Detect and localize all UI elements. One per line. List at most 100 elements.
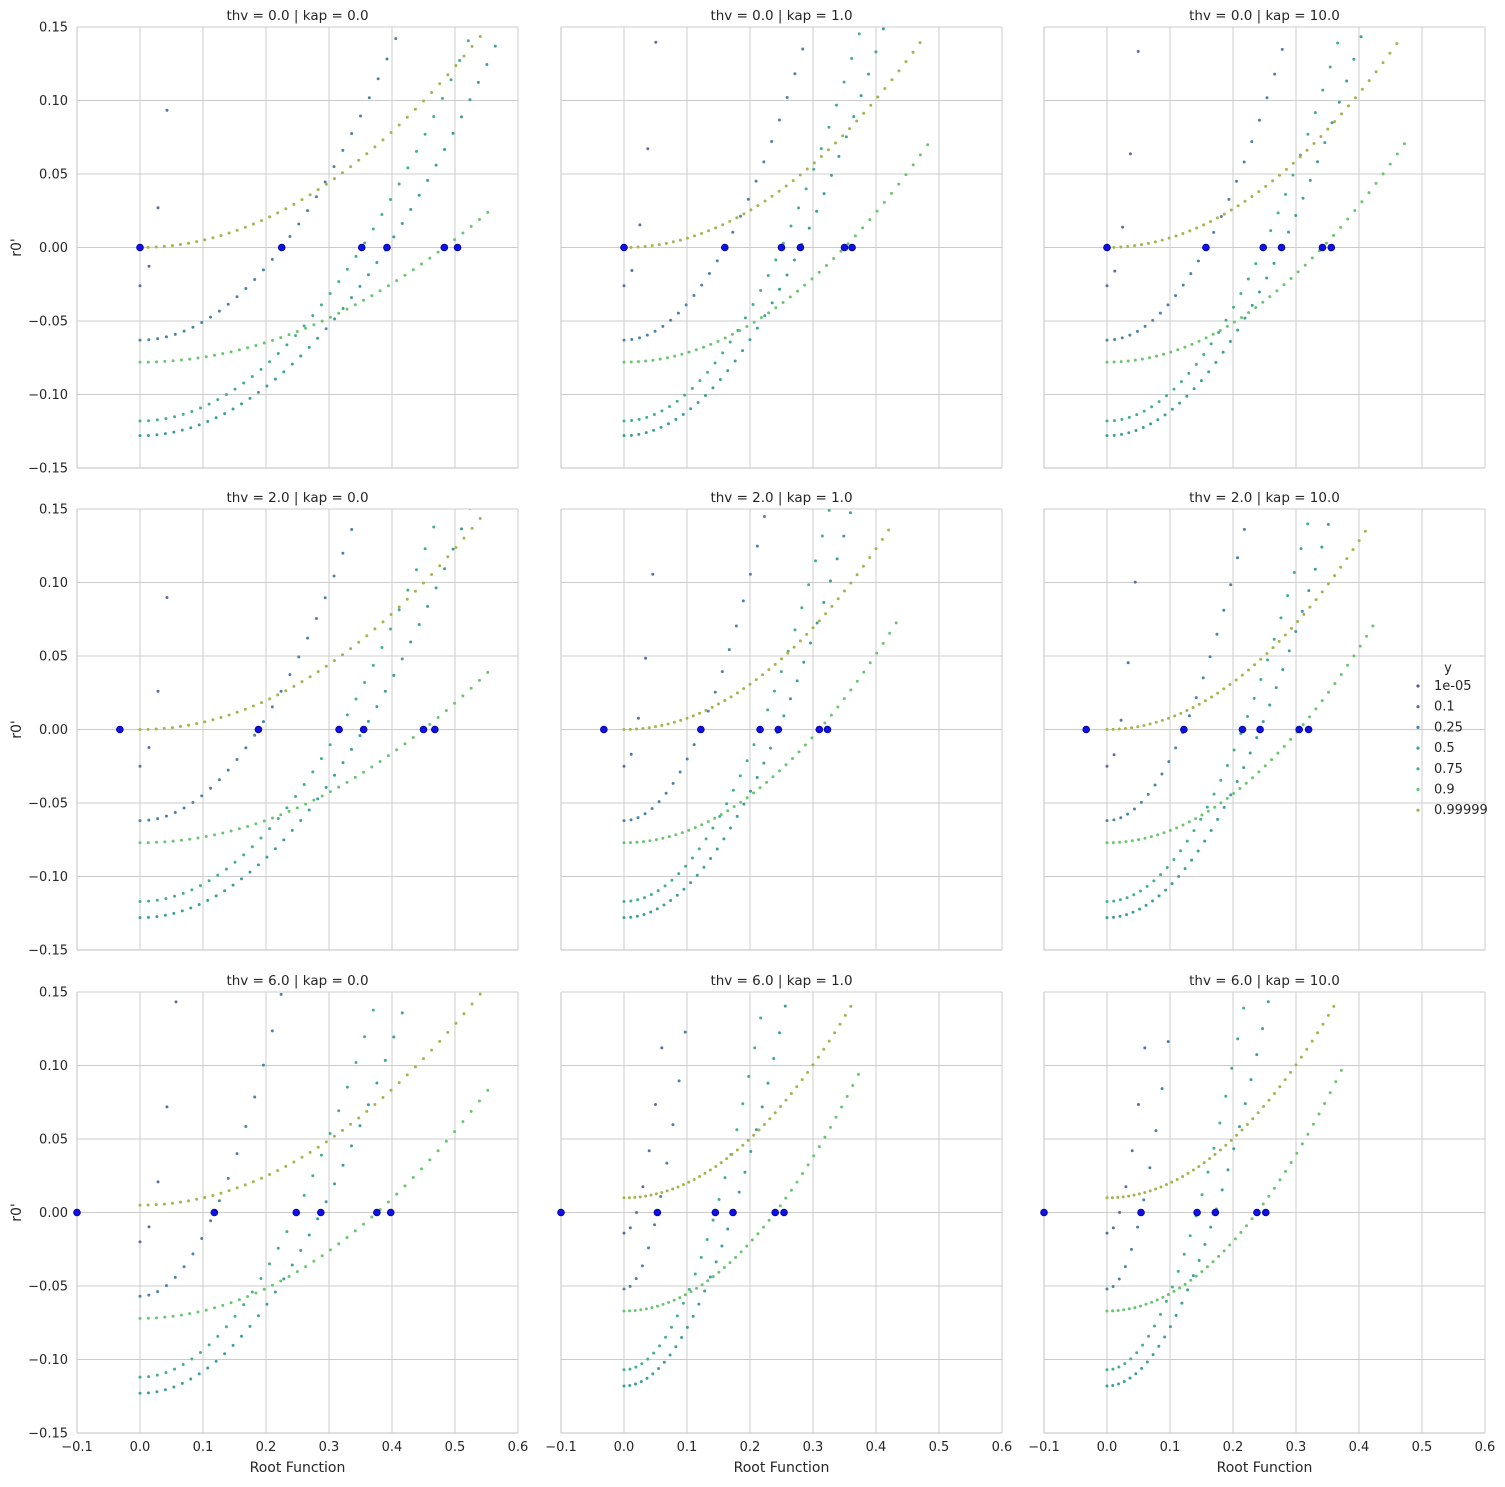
series-point (182, 329, 186, 333)
series-point (1336, 41, 1340, 45)
series-point (665, 1189, 669, 1193)
series-point (636, 816, 640, 820)
series-point (761, 673, 765, 677)
series-point (636, 245, 640, 249)
series-point (341, 653, 344, 657)
series-point (453, 238, 457, 242)
series-point (628, 1309, 632, 1313)
series-point (1308, 715, 1312, 719)
series-point (1167, 236, 1171, 240)
series-point (697, 1302, 701, 1306)
y-tick-label: −0.05 (28, 315, 68, 330)
series-point (1299, 547, 1303, 551)
y-tick-label: −0.05 (28, 797, 68, 812)
series-point (285, 806, 289, 810)
series-point (767, 311, 771, 315)
series-point (1148, 1166, 1152, 1170)
y-tick-label: 0.10 (39, 576, 68, 591)
series-point (320, 794, 324, 798)
series-point (389, 1088, 393, 1092)
root-point (1318, 243, 1327, 252)
series-point (196, 356, 200, 360)
series-point (357, 640, 361, 644)
series-point (640, 1264, 644, 1268)
series-point (486, 1088, 490, 1092)
series-point (1326, 1013, 1330, 1017)
series-point (792, 258, 796, 262)
series-point (403, 1184, 407, 1188)
series-point (767, 668, 771, 672)
series-point (250, 1290, 254, 1294)
x-tick-label: 0.5 (445, 1440, 466, 1455)
series-point (1147, 356, 1151, 360)
series-point (1144, 1302, 1148, 1306)
series-point (366, 273, 370, 277)
series-point (1360, 200, 1364, 204)
series-point (1281, 668, 1285, 672)
series-point (1333, 120, 1337, 124)
series-point (654, 725, 657, 729)
series-point (1358, 644, 1362, 648)
series-point (726, 369, 730, 373)
series-point (622, 1384, 626, 1388)
root-point (1211, 1208, 1220, 1217)
series-point (833, 1031, 837, 1035)
series-point (812, 161, 816, 165)
series-point (635, 727, 639, 731)
series-point (180, 1381, 184, 1385)
series-point (644, 656, 648, 660)
series-point (380, 213, 384, 217)
series-point (803, 283, 807, 287)
series-point (855, 119, 859, 123)
series-point (1367, 12, 1370, 15)
series-point (1291, 173, 1295, 177)
series-point (755, 326, 759, 330)
series-point (1250, 1217, 1254, 1221)
series-point (1202, 352, 1206, 356)
series-point (287, 333, 291, 337)
series-point (1381, 172, 1385, 176)
series-point (1110, 1196, 1114, 1200)
series-point (1111, 1383, 1115, 1387)
series-point (1153, 783, 1157, 787)
series-point (260, 219, 263, 223)
series-point (803, 743, 807, 747)
series-point (200, 794, 204, 798)
series-point (246, 824, 250, 828)
series-point (639, 1308, 643, 1312)
series-point (797, 750, 801, 754)
series-point (311, 770, 315, 774)
series-point (1235, 179, 1239, 183)
series-point (328, 790, 332, 794)
series-point (1233, 1237, 1237, 1241)
series-point (440, 96, 444, 100)
series-point (1156, 418, 1160, 422)
series-point (730, 332, 734, 336)
series-point (735, 1148, 739, 1152)
series-point (156, 1290, 160, 1294)
series-point (1319, 134, 1323, 138)
series-point (1196, 849, 1200, 853)
series-point (179, 1313, 183, 1317)
series-point (754, 678, 758, 682)
series-point (1126, 812, 1130, 816)
series-point (1222, 212, 1226, 216)
series-point (1166, 1040, 1170, 1044)
series-point (358, 284, 362, 288)
series-point (1188, 229, 1192, 233)
series-point (662, 903, 666, 907)
series-point (1145, 1360, 1149, 1364)
series-point (324, 327, 328, 331)
series-point (1186, 1171, 1190, 1175)
series-point (265, 384, 269, 388)
series-point (714, 1260, 718, 1264)
series-point (645, 333, 649, 337)
series-point (730, 1152, 734, 1156)
series-point (1295, 1151, 1299, 1155)
series-point (1251, 776, 1255, 780)
series-point (806, 1070, 810, 1074)
series-point (1282, 283, 1286, 287)
series-point (657, 1367, 661, 1371)
series-point (1217, 1254, 1221, 1258)
series-point (1261, 720, 1265, 724)
